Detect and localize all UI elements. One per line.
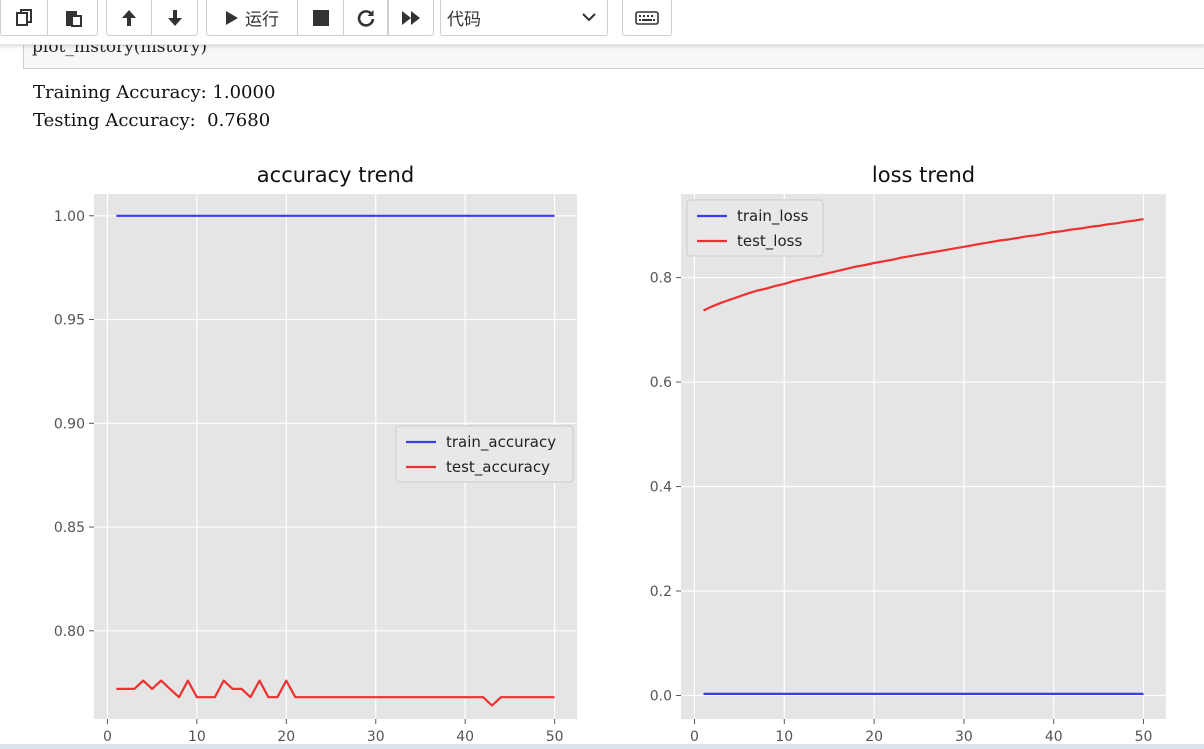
y-tick-label: 0.85: [54, 520, 85, 536]
notebook-toolbar: 运行 代码: [0, 0, 1204, 45]
chart-title: loss trend: [872, 163, 975, 187]
fast-forward-icon: [402, 10, 420, 25]
y-tick-label: 0.95: [54, 313, 85, 329]
restart-icon: [357, 9, 374, 27]
legend-label-train_accuracy: train_accuracy: [446, 433, 556, 452]
x-tick-label: 40: [1045, 729, 1063, 744]
run-label: 运行: [245, 10, 279, 30]
move-up-button[interactable]: [106, 0, 152, 36]
arrow-down-icon: [167, 9, 182, 26]
run-button[interactable]: 运行: [206, 0, 298, 36]
y-tick-label: 0.4: [650, 480, 672, 496]
x-tick-label: 30: [367, 729, 385, 744]
interrupt-button[interactable]: [298, 0, 344, 36]
y-tick-label: 0.8: [650, 271, 672, 287]
cell-type-select[interactable]: 代码: [440, 0, 608, 36]
x-tick-label: 50: [546, 729, 564, 744]
keyboard-icon: [635, 10, 659, 25]
x-tick-label: 20: [865, 729, 883, 744]
stop-icon: [312, 9, 329, 26]
x-tick-label: 10: [188, 729, 206, 744]
accuracy-trend-chart: accuracy trend 0 10 20 30 40 50 0.80 0.85 0.90 0.9…: [54, 163, 577, 744]
x-tick-label: 50: [1135, 729, 1153, 744]
window-bottom-edge: [0, 744, 1204, 749]
copy-cell-button[interactable]: [0, 0, 48, 36]
move-down-button[interactable]: [152, 0, 198, 36]
x-tick-label: 0: [690, 729, 699, 744]
series-line-test_loss: [703, 218, 1144, 312]
restart-run-all-button[interactable]: [388, 0, 434, 36]
x-tick-label: 40: [456, 729, 474, 744]
copy-icon: [16, 8, 32, 26]
cell-type-value: 代码: [447, 10, 481, 30]
y-tick-label: 1.00: [54, 209, 85, 225]
paste-cell-button[interactable]: [48, 0, 98, 36]
legend-label-test_accuracy: test_accuracy: [446, 458, 550, 477]
legend-label-test_loss: test_loss: [737, 232, 802, 251]
testing-accuracy-text: Testing Accuracy: 0.7680: [33, 110, 271, 131]
x-tick-label: 0: [103, 729, 112, 744]
x-tick-label: 20: [277, 729, 295, 744]
y-tick-label: 0.90: [54, 416, 85, 432]
chevron-down-icon: [582, 13, 596, 22]
loss-trend-chart: loss trend 0 10 20 30 40 50 0.0 0.2 0.4 0.6 0.8 trai…: [650, 163, 1166, 744]
training-accuracy-text: Training Accuracy: 1.0000: [33, 82, 276, 103]
chart-title: accuracy trend: [257, 163, 414, 187]
paste-icon: [65, 10, 82, 27]
y-tick-label: 0.80: [54, 624, 85, 640]
restart-button[interactable]: [344, 0, 388, 36]
series-line-test_accuracy: [116, 679, 555, 707]
arrow-up-icon: [122, 9, 136, 26]
play-icon: [226, 10, 238, 25]
y-tick-label: 0.2: [650, 584, 672, 600]
command-palette-button[interactable]: [622, 0, 672, 36]
y-tick-label: 0.0: [650, 688, 672, 704]
legend-box: [395, 425, 574, 483]
legend-label-train_loss: train_loss: [737, 207, 809, 226]
plot-background: [681, 194, 1166, 719]
y-tick-label: 0.6: [650, 375, 672, 391]
x-tick-label: 10: [775, 729, 793, 744]
x-tick-label: 30: [955, 729, 973, 744]
